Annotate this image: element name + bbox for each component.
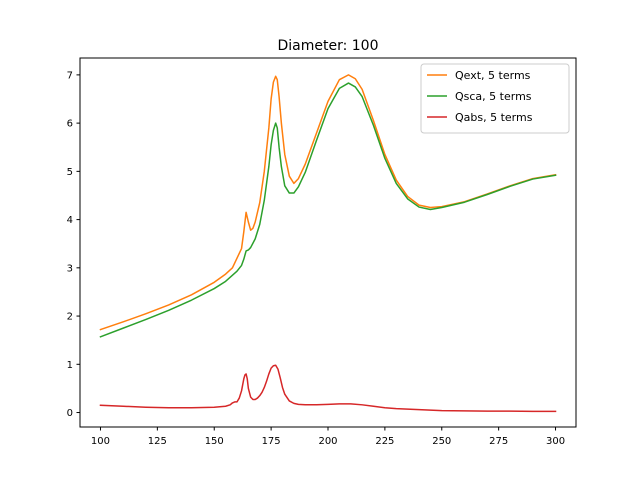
x-tick-label: 175 <box>262 436 281 447</box>
chart-title: Diameter: 100 <box>277 38 378 54</box>
x-tick-label: 225 <box>375 436 394 447</box>
y-tick-label: 0 <box>67 408 73 419</box>
legend: Qext, 5 terms Qsca, 5 terms Qabs, 5 terms <box>420 63 570 134</box>
legend-label-2: Qabs, 5 terms <box>455 111 533 124</box>
series-line-1 <box>99 82 557 338</box>
plot-area <box>99 74 557 413</box>
series-line-0 <box>99 74 557 331</box>
y-tick-label: 1 <box>67 360 73 371</box>
y-tick-label: 5 <box>67 167 73 178</box>
legend-box <box>420 63 570 134</box>
legend-label-0: Qext, 5 terms <box>455 69 531 82</box>
y-tick-label: 4 <box>67 215 73 226</box>
y-tick-label: 7 <box>67 70 73 81</box>
y-tick-label: 3 <box>67 263 73 274</box>
x-tick-label: 250 <box>432 436 451 447</box>
x-tick-label: 300 <box>546 436 565 447</box>
y-tick-label: 2 <box>67 312 73 323</box>
legend-label-1: Qsca, 5 terms <box>455 90 532 103</box>
x-tick-label: 200 <box>318 436 337 447</box>
x-axis: 100 125 150 175 200 225 250 275 300 <box>91 427 565 447</box>
y-axis: 0 1 2 3 4 5 6 7 <box>67 70 80 419</box>
x-tick-label: 100 <box>91 436 110 447</box>
x-tick-label: 125 <box>148 436 167 447</box>
series-line-2 <box>99 364 557 413</box>
y-tick-label: 6 <box>67 119 73 130</box>
x-tick-label: 150 <box>205 436 224 447</box>
x-tick-label: 275 <box>489 436 508 447</box>
